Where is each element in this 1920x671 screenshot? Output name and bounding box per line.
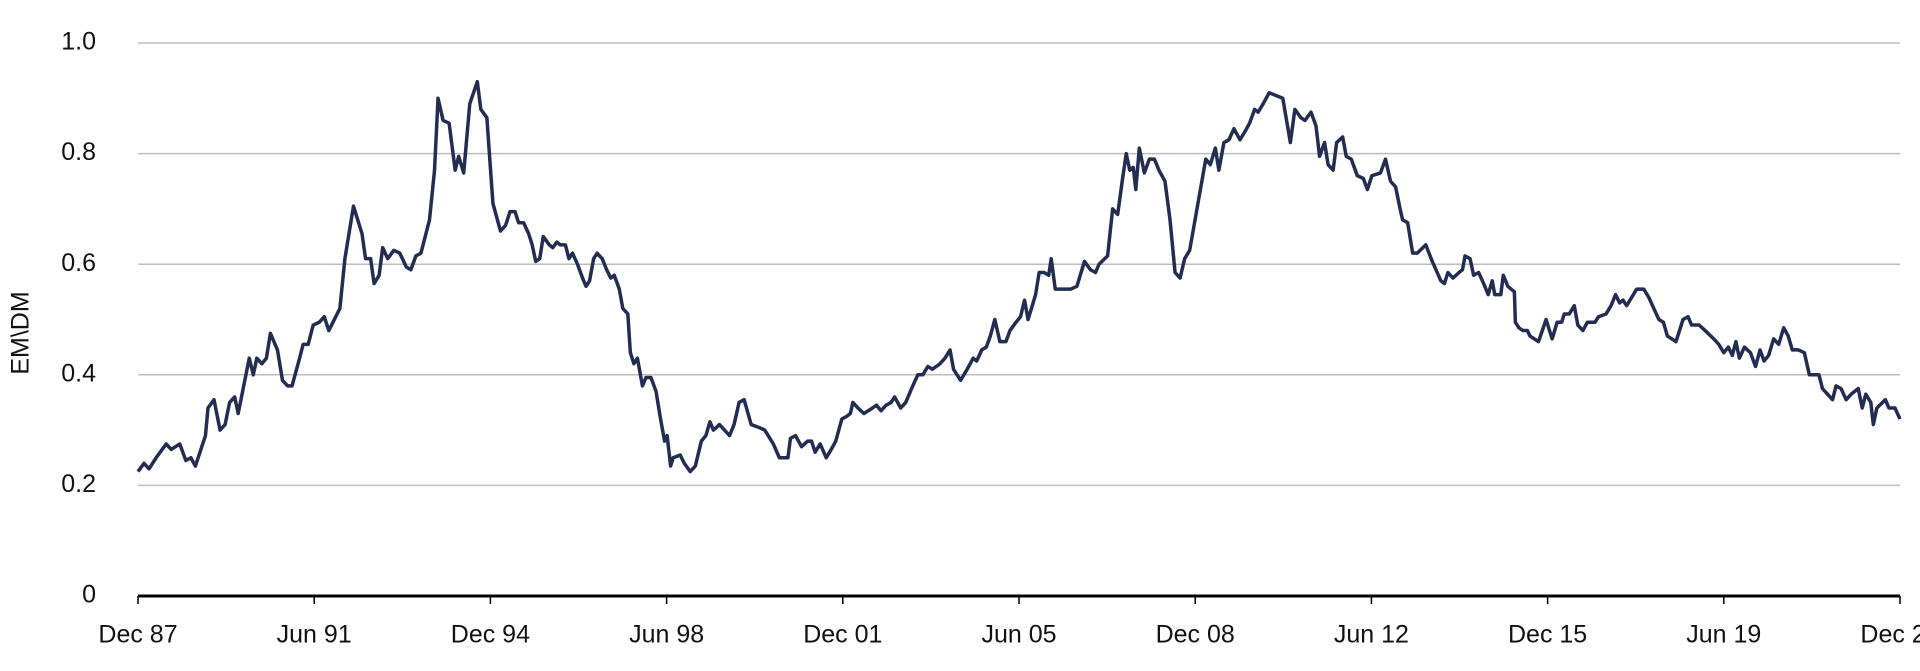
x-tick-label: Dec 08 xyxy=(1156,621,1235,649)
y-tick-label: 0.2 xyxy=(61,470,96,498)
x-tick-label: Jun 91 xyxy=(277,621,352,649)
y-tick-label: 1.0 xyxy=(61,28,96,56)
y-tick-label: 0 xyxy=(82,581,96,609)
x-tick-label: Jun 19 xyxy=(1686,621,1761,649)
y-tick-label: 0.6 xyxy=(61,249,96,277)
y-axis-label: EM\DM xyxy=(7,291,35,374)
x-tick-label: Dec 94 xyxy=(451,621,530,649)
x-tick-label: Jun 98 xyxy=(629,621,704,649)
x-tick-label: Dec 22 xyxy=(1860,621,1920,649)
x-tick-label: Dec 01 xyxy=(803,621,882,649)
x-tick-label: Dec 15 xyxy=(1508,621,1587,649)
x-tick-label: Dec 87 xyxy=(98,621,177,649)
x-tick-label: Jun 05 xyxy=(981,621,1056,649)
x-tick-label: Jun 12 xyxy=(1334,621,1409,649)
y-tick-label: 0.4 xyxy=(61,359,96,387)
data-line xyxy=(136,79,1902,474)
y-tick-label: 0.8 xyxy=(61,138,96,166)
